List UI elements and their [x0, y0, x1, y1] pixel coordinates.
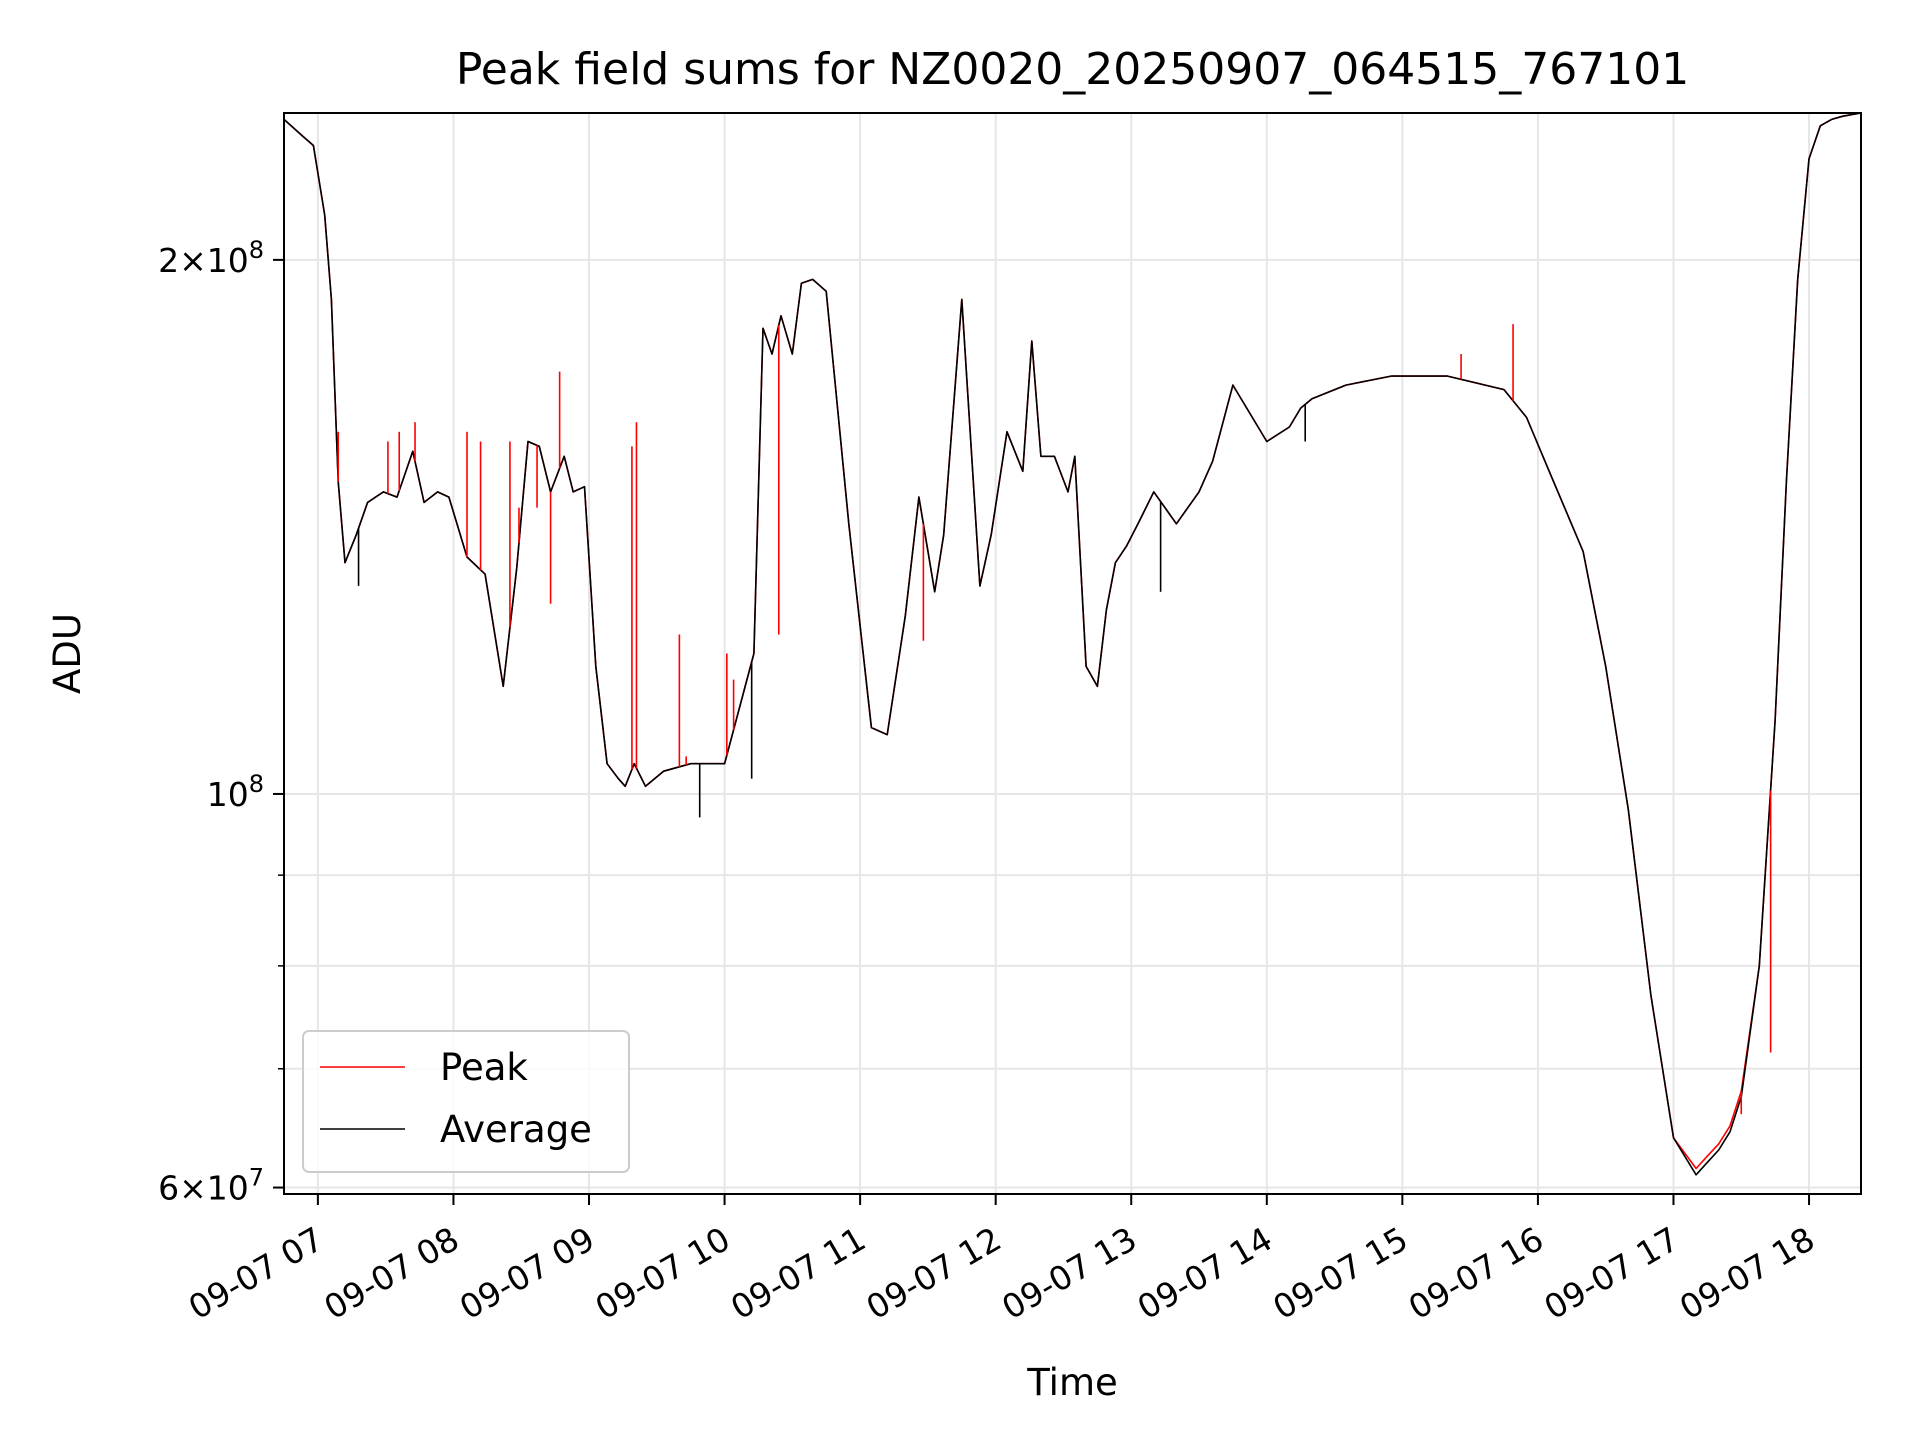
chart-title: Peak field sums for NZ0020_20250907_0645… — [456, 44, 1689, 95]
x-axis-label: Time — [1026, 1361, 1118, 1404]
legend: Peak Average — [302, 1030, 630, 1173]
y-axis-label: ADU — [46, 613, 89, 694]
series-lines — [284, 113, 1861, 1176]
grid-lines — [284, 113, 1861, 1194]
legend-label-average: Average — [440, 1108, 592, 1151]
y-tick-label: 108 — [207, 770, 264, 814]
y-axis-ticks: 6×107 108 2×108 — [158, 236, 284, 1208]
y-tick-label: 2×108 — [158, 236, 264, 280]
y-tick-label: 6×107 — [158, 1164, 264, 1208]
plot-frame — [283, 112, 1862, 1195]
legend-label-peak: Peak — [440, 1046, 528, 1089]
series-line-average — [284, 113, 1861, 1176]
